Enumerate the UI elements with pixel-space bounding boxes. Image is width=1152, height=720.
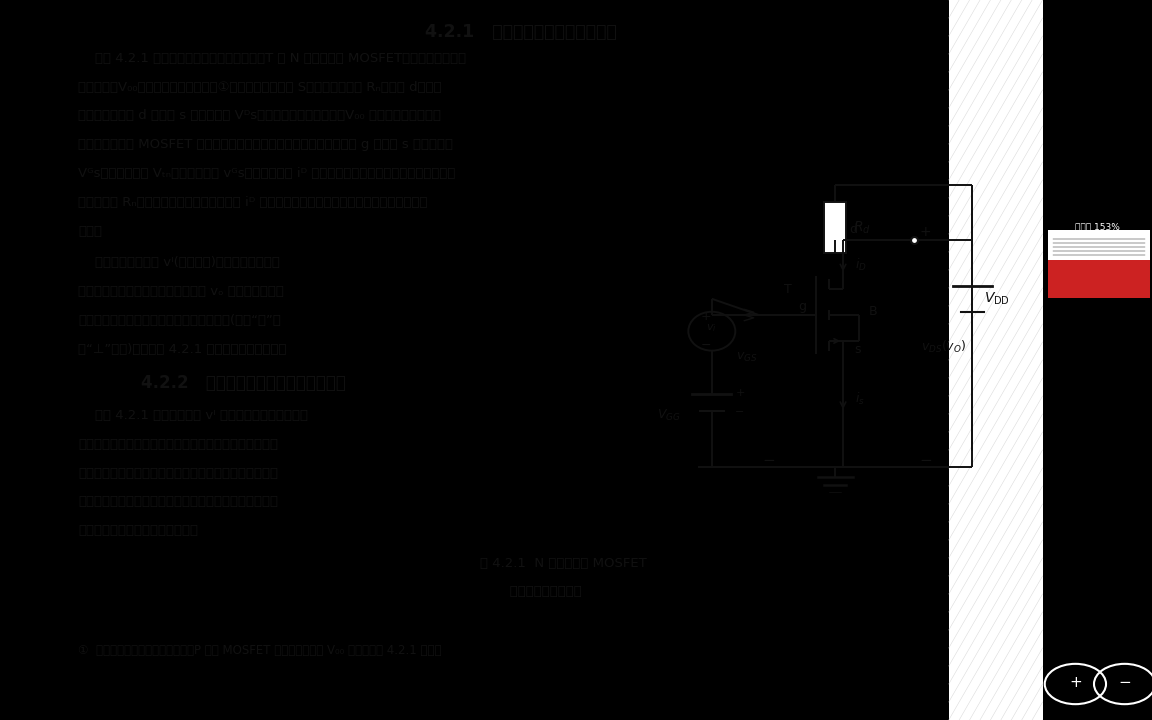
Text: +: + — [700, 310, 711, 323]
Text: $i_s$: $i_s$ — [855, 391, 865, 408]
Text: 4.2.1   基本共源极放大电路的组成: 4.2.1 基本共源极放大电路的组成 — [425, 23, 617, 41]
Text: 总的响应是两个单独响应的叠加。: 总的响应是两个单独响应的叠加。 — [78, 524, 198, 537]
Text: d: d — [849, 222, 857, 235]
Text: 的输入回路中，放大电路的输出电压 vₒ 由漏极与源极间: 的输入回路中，放大电路的输出电压 vₒ 由漏极与源极间 — [78, 285, 285, 298]
Text: T: T — [785, 282, 793, 296]
Text: −: − — [700, 339, 711, 352]
Text: −: − — [763, 454, 775, 468]
Text: 在图 4.2.1 所示的基本共源极放大电路中，T 为 N 沟道增强型 MOSFET，是核心元件，起: 在图 4.2.1 所示的基本共源极放大电路中，T 为 N 沟道增强型 MOSFE… — [78, 52, 467, 65]
Text: 放大作用。V₀₀是漏极回路的直流电源①，它的负端接源极 S，正端通过电阵 Rₙ接漏极 d，以保: 放大作用。V₀₀是漏极回路的直流电源①，它的负端接源极 S，正端通过电阵 Rₙ接… — [78, 81, 442, 94]
Text: $V_{\rm DD}$: $V_{\rm DD}$ — [984, 291, 1010, 307]
Text: 放大后 153%: 放大后 153% — [1075, 222, 1120, 231]
Text: ①  为了保证场效应管能正常工作，P 沟道 MOSFET 共源极放大电路 V₀₀ 的极性与图 4.2.1 相反。: ① 为了保证场效应管能正常工作，P 沟道 MOSFET 共源极放大电路 V₀₀ … — [78, 644, 441, 657]
Text: B: B — [869, 305, 877, 318]
Text: +: + — [1069, 675, 1082, 690]
Bar — [949, 0, 1043, 720]
Text: +: + — [919, 225, 931, 239]
Text: −: − — [1119, 675, 1131, 690]
Text: 设图 4.2.1 中的时变信号 vᴵ 为正弦信号电压时，放大: 设图 4.2.1 中的时变信号 vᴵ 为正弦信号电压时，放大 — [78, 409, 309, 422]
Bar — [825, 202, 846, 253]
Text: $v_{GS}$: $v_{GS}$ — [736, 351, 758, 364]
Text: 4.2.2   基本共源极放大电路的工作原理: 4.2.2 基本共源极放大电路的工作原理 — [141, 374, 346, 392]
Text: 证场效应管漏极 d 和源极 s 之间的电压 Vᴰs有一个合适的工作电压。V₀₀ 是栅极回路的直流电: 证场效应管漏极 d 和源极 s 之间的电压 Vᴰs有一个合适的工作电压。V₀₀ … — [78, 109, 441, 122]
Text: 待放大的输入电压 vᴵ(时变电压)加在栅极与源极间: 待放大的输入电压 vᴵ(时变电压)加在栅极与源极间 — [78, 256, 280, 269]
Text: 电路中的电压或电流就包含有直流成分，即交流信号叠加: 电路中的电压或电流就包含有直流成分，即交流信号叠加 — [78, 438, 278, 451]
Text: g: g — [798, 300, 806, 313]
Text: 出端。: 出端。 — [78, 225, 103, 238]
Bar — [1048, 259, 1150, 298]
Text: 取出。源极是输入回路与输出回路的共同端(称为“地”，: 取出。源极是输入回路与输出回路的共同端(称为“地”， — [78, 314, 281, 327]
Text: $V_{GG}$: $V_{GG}$ — [657, 408, 681, 423]
Text: +: + — [735, 388, 744, 397]
Text: $i_D$: $i_D$ — [855, 257, 866, 273]
Text: −: − — [735, 408, 744, 417]
Text: 图 4.2.1  N 沟道增强型 MOSFET: 图 4.2.1 N 沟道增强型 MOSFET — [479, 557, 646, 570]
Text: 源，其作用是给 MOSFET 的栅源极间加上适当的偏置电压，并保证栅极 g 与源极 s 之间的电压: 源，其作用是给 MOSFET 的栅源极间加上适当的偏置电压，并保证栅极 g 与源… — [78, 138, 453, 151]
Text: s: s — [855, 343, 862, 356]
Text: $v_{DS}(v_O)$: $v_{DS}(v_O)$ — [922, 339, 967, 356]
Text: 在直流量上。为讨论方便，常将直流和交流分开进行，即: 在直流量上。为讨论方便，常将直流和交流分开进行，即 — [78, 467, 278, 480]
Bar — [1048, 230, 1150, 259]
Text: 状态。电阵 Rₙ的一个重要作用是将漏极电流 iᴰ 的变化转换为电压的变化，再送到放大电路的输: 状态。电阵 Rₙ的一个重要作用是将漏极电流 iᴰ 的变化转换为电压的变化，再送到… — [78, 196, 427, 209]
Text: Vᴳs大于开启电压 Vₜₙ，这样，由于 vᴳs能对漏极电流 iᴰ 进行控制，使场效应管有一个正常的工作: Vᴳs大于开启电压 Vₜₙ，这样，由于 vᴳs能对漏极电流 iᴰ 进行控制，使场… — [78, 167, 455, 180]
Text: $v_i$: $v_i$ — [706, 322, 718, 334]
Text: 分析直流时，将交流源置零，分析交流时将直流源置零。: 分析直流时，将交流源置零，分析交流时将直流源置零。 — [78, 495, 278, 508]
Text: $R_d$: $R_d$ — [852, 220, 871, 235]
Text: −: − — [919, 454, 932, 468]
Text: 基本共源极放大电路: 基本共源极放大电路 — [479, 585, 582, 598]
Text: 用“⊥”表示)，所以图 4.2.1 称为共源极放大电路。: 用“⊥”表示)，所以图 4.2.1 称为共源极放大电路。 — [78, 343, 287, 356]
